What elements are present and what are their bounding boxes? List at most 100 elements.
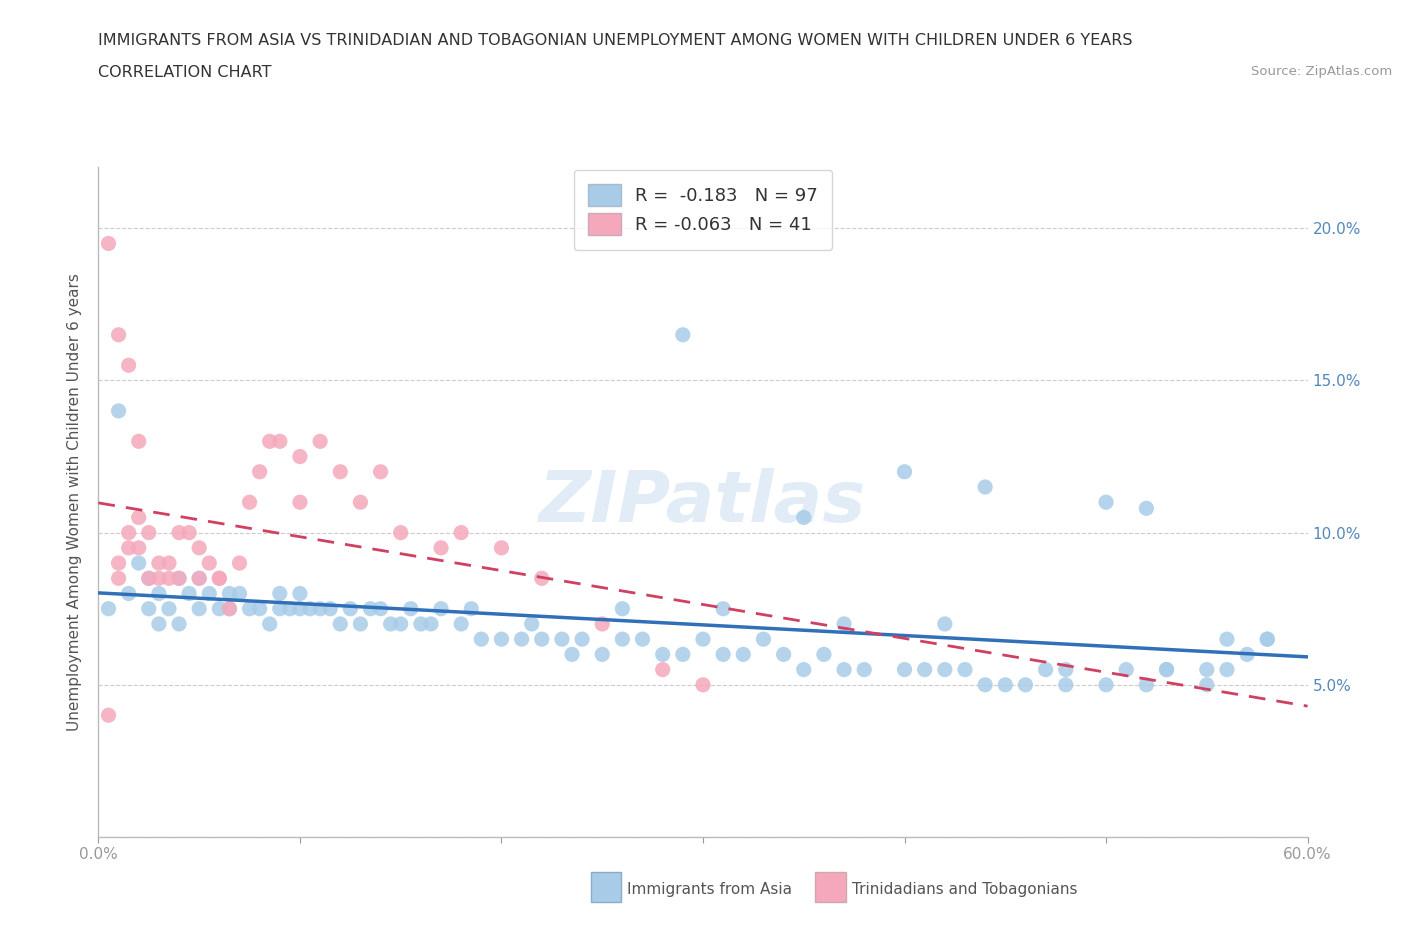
Point: [934, 617, 956, 631]
Point: [389, 525, 412, 540]
Text: Source: ZipAtlas.com: Source: ZipAtlas.com: [1251, 65, 1392, 78]
Y-axis label: Unemployment Among Women with Children Under 6 years: Unemployment Among Women with Children U…: [67, 273, 83, 731]
Point: [530, 571, 553, 586]
Point: [198, 586, 221, 601]
Point: [793, 510, 815, 525]
Point: [651, 647, 673, 662]
Point: [551, 631, 574, 646]
Point: [460, 602, 482, 617]
Point: [612, 602, 634, 617]
Point: [349, 617, 371, 631]
Point: [491, 631, 513, 646]
Point: [128, 540, 150, 555]
Point: [208, 602, 231, 617]
Point: [269, 434, 291, 449]
Point: [430, 602, 453, 617]
Point: [672, 327, 695, 342]
Point: [157, 602, 180, 617]
Point: [329, 464, 352, 479]
Point: [218, 602, 240, 617]
Point: [278, 602, 301, 617]
Point: [157, 555, 180, 570]
Legend: R =  -0.183   N = 97, R = -0.063   N = 41: R = -0.183 N = 97, R = -0.063 N = 41: [574, 170, 832, 250]
Point: [420, 617, 443, 631]
Point: [118, 540, 141, 555]
Point: [530, 631, 553, 646]
Point: [1054, 662, 1077, 677]
Point: [167, 525, 190, 540]
Point: [1216, 631, 1239, 646]
Point: [1115, 662, 1137, 677]
Point: [450, 617, 472, 631]
Point: [1195, 662, 1218, 677]
Point: [510, 631, 533, 646]
Point: [97, 602, 120, 617]
Point: [188, 571, 211, 586]
Point: [167, 571, 190, 586]
Point: [430, 540, 453, 555]
Point: [249, 602, 271, 617]
Point: [711, 602, 734, 617]
Point: [107, 327, 129, 342]
Point: [97, 708, 120, 723]
Point: [561, 647, 583, 662]
Point: [309, 434, 332, 449]
Point: [259, 617, 281, 631]
Point: [380, 617, 402, 631]
Point: [118, 586, 141, 601]
Point: [1095, 495, 1118, 510]
Point: [107, 571, 129, 586]
Point: [138, 525, 160, 540]
Point: [612, 631, 634, 646]
Point: [914, 662, 936, 677]
Point: [1156, 662, 1178, 677]
Point: [711, 647, 734, 662]
Point: [733, 647, 755, 662]
Point: [339, 602, 361, 617]
Point: [167, 617, 190, 631]
Point: [893, 464, 915, 479]
Point: [631, 631, 654, 646]
Point: [1095, 677, 1118, 692]
Point: [1256, 631, 1278, 646]
Point: [128, 555, 150, 570]
Point: [832, 617, 855, 631]
Point: [813, 647, 835, 662]
Point: [651, 662, 673, 677]
Text: CORRELATION CHART: CORRELATION CHART: [98, 65, 271, 80]
Text: ZIPatlas: ZIPatlas: [540, 468, 866, 537]
Point: [218, 586, 240, 601]
Point: [188, 540, 211, 555]
Point: [1195, 677, 1218, 692]
Point: [360, 602, 382, 617]
Point: [148, 555, 170, 570]
Point: [188, 571, 211, 586]
Point: [1135, 677, 1157, 692]
Point: [349, 495, 371, 510]
Point: [288, 495, 311, 510]
Point: [107, 555, 129, 570]
Point: [974, 480, 997, 495]
Point: [399, 602, 422, 617]
Point: [288, 449, 311, 464]
Point: [167, 571, 190, 586]
Point: [269, 602, 291, 617]
Point: [118, 525, 141, 540]
Point: [893, 662, 915, 677]
Point: [228, 555, 250, 570]
Point: [179, 525, 201, 540]
Point: [1035, 662, 1057, 677]
Point: [832, 662, 855, 677]
Point: [470, 631, 492, 646]
Point: [853, 662, 876, 677]
Point: [309, 602, 332, 617]
Point: [198, 555, 221, 570]
Point: [953, 662, 976, 677]
Point: [1216, 662, 1239, 677]
Point: [148, 617, 170, 631]
Point: [692, 631, 714, 646]
Point: [239, 602, 262, 617]
Point: [148, 571, 170, 586]
Point: [994, 677, 1017, 692]
Point: [269, 586, 291, 601]
